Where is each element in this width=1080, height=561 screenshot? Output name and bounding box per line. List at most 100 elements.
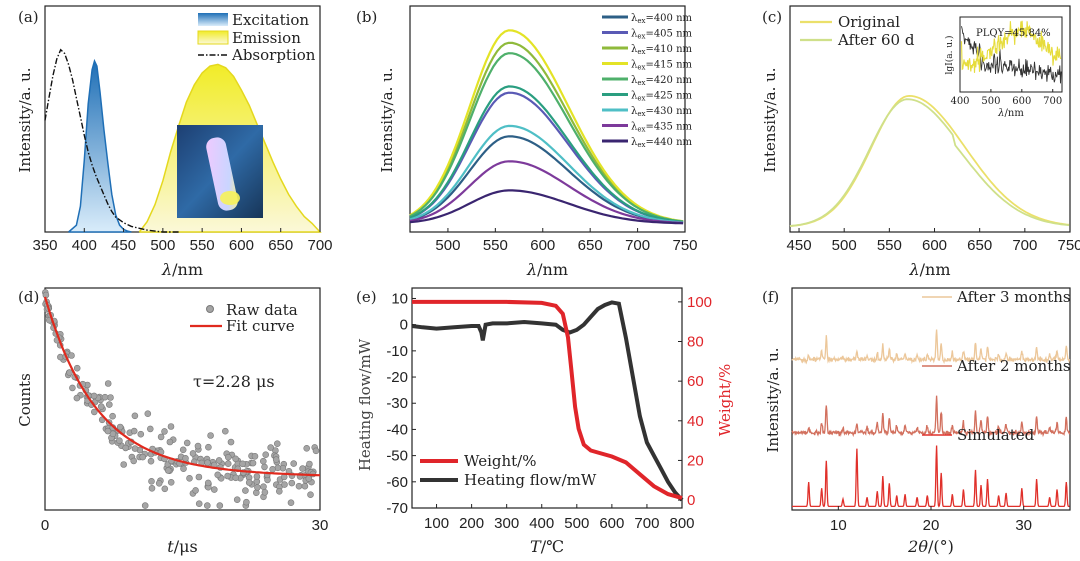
data-point [148,477,155,485]
legend-swatch-emission [197,30,229,45]
legend-label: λex=435 nm [631,122,693,134]
legend-label-fit: Fit curve [226,317,295,335]
y2-tick-label: 60 [687,373,704,390]
data-point [116,437,123,445]
series-after-2-months [791,395,1071,438]
x-tick-label: 100 [424,515,449,532]
plot-frame-e [411,287,683,509]
data-point [97,403,105,410]
data-point [243,498,250,506]
y2-tick-label: 20 [687,452,704,469]
legend-label-f: After 3 months [956,288,1071,306]
data-point [225,453,232,461]
series-heating-flow [411,300,684,502]
data-point [116,423,124,431]
x-ticks-f: 10 20 30 [830,506,1032,534]
plot-frame-f [791,287,1071,511]
legend-label-excitation: Excitation [232,11,309,29]
y-axis-label-a: Intensity/a. u. [16,67,34,172]
plot-frame-d [44,287,321,511]
legend-label: λex=415 nm [631,60,693,72]
y2-tick-label: 80 [687,334,704,351]
data-point [301,482,309,490]
data-point [157,433,165,441]
legend-label: λex=430 nm [631,106,693,118]
series-line-420 [409,52,684,223]
data-point [233,496,241,504]
series-fit-curve [43,296,320,477]
x-tick-label: 200 [459,515,484,532]
x-tick-label: 650 [268,237,293,254]
panel-label-d: (d) [18,288,39,306]
data-point [101,393,109,401]
legend-b: λex=400 nm λex=405 nm λex=410 nm λex=415 nm… [602,13,693,149]
data-point [161,485,169,493]
series-after-3-months [791,329,1071,365]
y-axis-label-b: Intensity/a. u. [378,67,396,172]
annotation-tau: τ=2.28 μs [193,372,275,391]
x-tick-label: 0 [41,517,49,534]
inset-photo [177,125,263,218]
series-absorption [44,48,179,233]
inset-x-tick-label: 600 [1012,96,1031,107]
x-tick-label: 600 [229,237,254,254]
data-point [281,481,288,488]
y-tick-label: -60 [386,474,408,491]
y2-tick-label: 0 [687,492,695,509]
data-point [260,483,267,491]
inset-x-tick-label: 400 [950,96,969,107]
y-tick-label: 10 [391,290,408,307]
data-point [262,451,270,459]
data-point [91,408,98,416]
inset-annotation: PLQY=45.84% [976,28,1051,39]
data-point [312,447,320,455]
legend-label-f: Simulated [957,426,1035,444]
x-tick-label: 700 [625,237,650,254]
data-point [68,352,75,359]
panel-label-f: (f) [762,288,779,306]
series-line-425 [409,85,684,223]
legend-label: Original [838,13,900,31]
data-point [167,478,175,486]
x-tick-label: 400 [72,237,97,254]
inset-x-tick-label: 500 [981,96,1000,107]
data-point [290,460,298,467]
data-point [307,491,314,499]
data-point [166,438,174,446]
x-tick-label: 550 [483,237,508,254]
x-tick-label: 700 [634,515,659,532]
data-point [204,459,211,467]
legend-label: λex=420 nm [631,75,693,87]
legend-label-f: After 2 months [956,357,1071,375]
series-group-c [789,94,1070,227]
x-tick-label: 500 [150,237,175,254]
data-point [180,465,187,473]
series-excitation [68,58,132,233]
x-tick-label: 550 [190,237,215,254]
legend-label: λex=410 nm [631,44,693,56]
data-point [288,479,296,487]
x-tick-label: 700 [307,237,332,254]
x-tick-label: 650 [578,237,603,254]
x-tick-label: 700 [1012,237,1037,254]
x-tick-label: 30 [1015,517,1032,534]
data-point [215,457,223,464]
data-point [207,432,214,439]
legend-label: λex=440 nm [631,137,693,149]
series-weight [412,299,683,501]
series-simulated [792,445,1070,508]
y-tick-label: 0 [400,317,408,334]
data-point [73,394,81,402]
inset-series-sample [960,20,1062,73]
data-point [194,442,202,450]
tube-glow [220,191,240,205]
x-tick-label: 450 [787,237,812,254]
y-axis-label-right-e: Weight/% [716,364,734,436]
y-tick-label: -70 [386,500,408,517]
data-point [73,364,81,372]
panel-label-b: (b) [356,8,377,26]
x-tick-label: 550 [877,237,902,254]
x-tick-label: 20 [923,517,940,534]
